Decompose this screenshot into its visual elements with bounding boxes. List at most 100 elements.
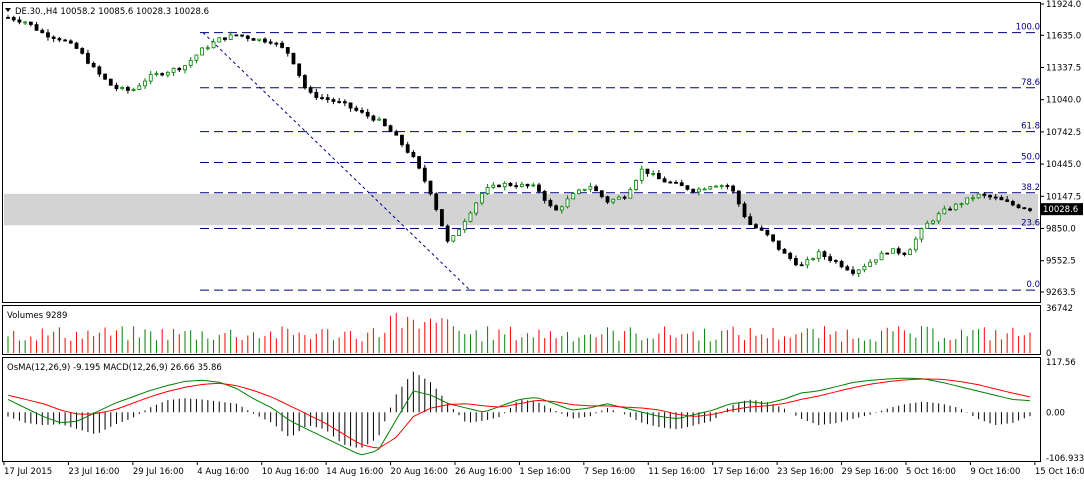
- candle-body: [725, 185, 730, 187]
- candle-body: [131, 89, 136, 91]
- candle-body: [1022, 207, 1027, 210]
- candle-body: [388, 125, 393, 133]
- volume-bars: [7, 313, 1031, 353]
- candle-body: [948, 208, 952, 211]
- candle-body: [103, 73, 107, 80]
- candle-body: [337, 101, 342, 103]
- candle-body: [348, 102, 353, 109]
- candle-body: [942, 208, 947, 215]
- fib-level-label: 61.8: [1021, 122, 1040, 132]
- candle-body: [622, 196, 627, 199]
- candle-body: [205, 47, 210, 50]
- current-price-label: 10028.6: [1043, 205, 1078, 215]
- macd-tick-label: 117.56: [1046, 358, 1076, 368]
- candle-body: [74, 42, 79, 49]
- candle-body: [63, 39, 67, 42]
- candle-body: [628, 189, 633, 199]
- candle-body: [976, 193, 981, 199]
- candle-body: [599, 190, 604, 198]
- candle-body: [497, 184, 501, 188]
- fibonacci-retracement[interactable]: 100.0 78.6 61.8 50.0 38.2 23.6 0.0: [200, 23, 1040, 291]
- candle-body: [171, 67, 176, 73]
- candle-body: [143, 80, 147, 87]
- candle-body: [605, 196, 610, 203]
- candle-body: [828, 256, 833, 261]
- price-panel-frame: [2, 2, 1041, 303]
- candle-body: [959, 203, 964, 206]
- candle-body: [485, 187, 490, 194]
- candle-body: [988, 194, 992, 198]
- candle-body: [571, 193, 576, 200]
- fib-level-label: 78.6: [1021, 78, 1040, 88]
- candle-body: [17, 19, 22, 23]
- time-tick-label: 15 Oct 16:00: [1035, 467, 1084, 477]
- candle-body: [748, 216, 753, 225]
- candle-body: [788, 252, 793, 259]
- volume-title: Volumes 9289: [7, 311, 67, 321]
- candle-body: [354, 107, 359, 111]
- candle-body: [862, 265, 867, 271]
- candle-body: [400, 134, 404, 146]
- candle-body: [531, 184, 536, 187]
- time-tick-label: 17 Sep 16:00: [713, 467, 770, 477]
- candle-body: [114, 84, 119, 90]
- time-tick-label: 4 Aug 16:00: [197, 467, 249, 477]
- candle-body: [360, 109, 364, 113]
- candle-body: [691, 188, 696, 193]
- candle-body: [57, 38, 62, 41]
- candle-body: [28, 21, 33, 25]
- time-tick-label: 23 Jul 16:00: [68, 467, 119, 477]
- candle-body: [491, 184, 496, 188]
- price-tick-label: 11040.0: [1046, 96, 1081, 106]
- candle-body: [873, 259, 878, 263]
- candle-body: [868, 261, 873, 267]
- candle-body: [953, 203, 958, 211]
- time-tick-label: 20 Aug 16:00: [391, 467, 448, 477]
- volume-panel-frame: [2, 305, 1041, 355]
- candle-body: [902, 252, 907, 256]
- candle-body: [708, 186, 713, 190]
- candle-body: [223, 37, 227, 40]
- candle-body: [702, 188, 707, 191]
- time-tick-label: 29 Sep 16:00: [842, 467, 899, 477]
- candle-body: [993, 196, 998, 199]
- price-tick-label: 9263.5: [1046, 288, 1076, 298]
- candle-body: [519, 183, 524, 187]
- macd-panel-frame: [2, 357, 1041, 462]
- candle-body: [656, 173, 661, 180]
- candle-body: [913, 238, 918, 251]
- candle-body: [331, 99, 336, 102]
- candle-body: [200, 47, 205, 56]
- candle-body: [51, 36, 56, 39]
- candle-body: [845, 266, 850, 271]
- candle-body: [371, 115, 376, 121]
- macd-axis: 117.56 0.00 -106.933: [1046, 358, 1084, 464]
- macd-signal-line: [7, 378, 1031, 449]
- candle-body: [651, 173, 656, 175]
- candle-body: [6, 17, 10, 19]
- time-tick-label: 9 Oct 16:00: [970, 467, 1020, 477]
- candle-body: [885, 252, 890, 255]
- candle-body: [971, 197, 975, 200]
- candle-body: [565, 198, 570, 208]
- candle-body: [891, 248, 895, 254]
- time-tick-label: 14 Aug 16:00: [326, 467, 383, 477]
- candle-body: [554, 205, 559, 211]
- candle-body: [611, 198, 616, 203]
- volume-axis: 36742 0: [1046, 304, 1073, 359]
- candle-body: [183, 65, 187, 71]
- candle-body: [148, 73, 153, 82]
- candle-body: [542, 191, 547, 201]
- triangle-down-icon[interactable]: [5, 8, 11, 12]
- candle-body: [582, 188, 587, 191]
- candle-body: [679, 182, 684, 187]
- candle-body: [696, 188, 701, 193]
- macd-tick-label: -106.933: [1046, 454, 1084, 464]
- candle-body: [177, 67, 182, 71]
- candle-body: [645, 168, 650, 174]
- candle-body: [245, 35, 250, 39]
- candle-body: [811, 258, 815, 261]
- candle-body: [765, 229, 770, 236]
- price-zone-band: [4, 193, 1038, 226]
